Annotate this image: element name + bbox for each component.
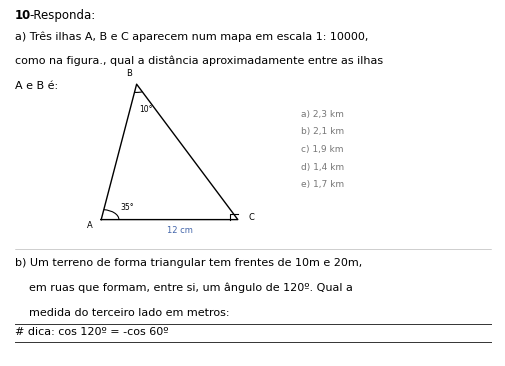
Text: medida do terceiro lado em metros:: medida do terceiro lado em metros:	[15, 308, 229, 318]
Text: c) 1,9 km: c) 1,9 km	[300, 145, 343, 154]
Text: b) 2,1 km: b) 2,1 km	[300, 127, 343, 137]
Text: d) 1,4 km: d) 1,4 km	[300, 163, 343, 172]
Text: B: B	[126, 68, 132, 78]
Text: 10: 10	[15, 9, 31, 22]
Text: 10°: 10°	[139, 105, 153, 115]
Text: a) 2,3 km: a) 2,3 km	[300, 110, 343, 119]
Text: C: C	[248, 213, 255, 222]
Text: b) Um terreno de forma triangular tem frentes de 10m e 20m,: b) Um terreno de forma triangular tem fr…	[15, 258, 362, 268]
Text: e) 1,7 km: e) 1,7 km	[300, 180, 343, 189]
Text: A: A	[87, 221, 93, 231]
Text: 12 cm: 12 cm	[166, 226, 192, 235]
Text: 35°: 35°	[120, 202, 134, 212]
Text: como na figura., qual a distância aproximadamente entre as ilhas: como na figura., qual a distância aproxi…	[15, 56, 383, 67]
Text: A e B é:: A e B é:	[15, 81, 58, 91]
Text: -Responda:: -Responda:	[29, 9, 95, 22]
Text: a) Três ilhas A, B e C aparecem num mapa em escala 1: 10000,: a) Três ilhas A, B e C aparecem num mapa…	[15, 31, 368, 42]
Text: em ruas que formam, entre si, um ângulo de 120º. Qual a: em ruas que formam, entre si, um ângulo …	[15, 283, 352, 294]
Text: # dica: cos 120º = -cos 60º: # dica: cos 120º = -cos 60º	[15, 327, 168, 337]
